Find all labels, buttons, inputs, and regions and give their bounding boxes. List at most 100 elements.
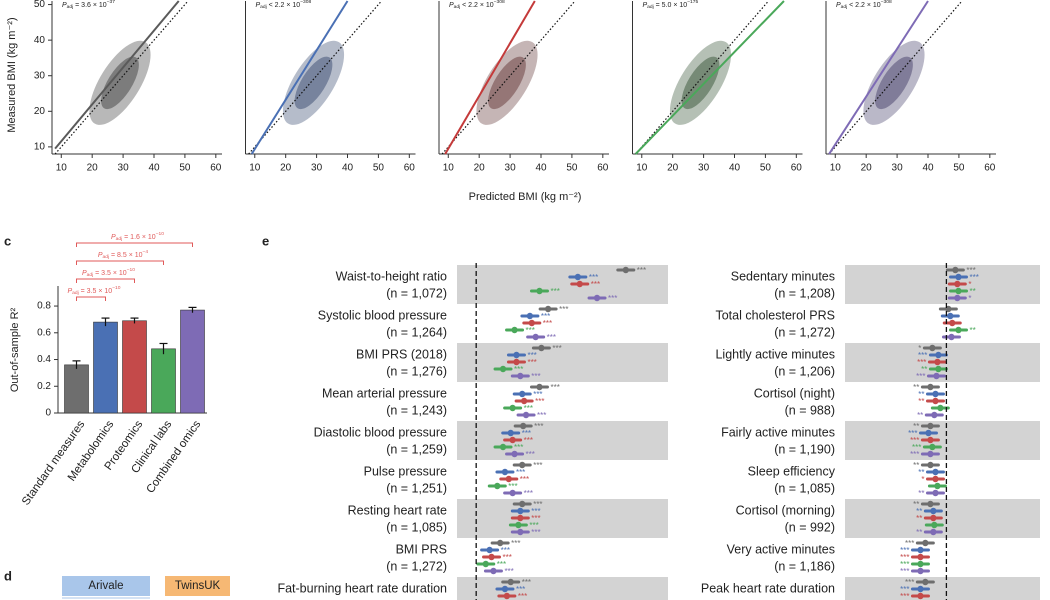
p-subscript: adj bbox=[67, 4, 74, 10]
significance-bracket bbox=[76, 278, 135, 283]
significance-stars: *** bbox=[905, 539, 914, 548]
estimate-point bbox=[949, 319, 956, 327]
significance-stars: ** bbox=[921, 365, 927, 374]
x-tick-label: 50 bbox=[953, 163, 965, 174]
significance-stars: *** bbox=[533, 461, 542, 470]
significance-stars: *** bbox=[508, 482, 517, 491]
p-value-label: Padj < 2.2 × 10−308 bbox=[256, 0, 312, 10]
p-subscript: adj bbox=[116, 236, 123, 242]
estimate-point bbox=[517, 372, 524, 380]
y-tick-label: 10 bbox=[34, 142, 46, 153]
row-label: BMI PRS bbox=[396, 542, 447, 556]
row-n: (n = 1,208) bbox=[774, 286, 835, 300]
estimate-point bbox=[501, 468, 509, 476]
significance-stars: *** bbox=[522, 578, 531, 587]
estimate-point bbox=[925, 429, 932, 437]
estimate-point bbox=[927, 422, 934, 430]
significance-stars: *** bbox=[516, 585, 525, 594]
significance-stars: *** bbox=[526, 326, 535, 335]
significance-stars: *** bbox=[514, 365, 523, 374]
significance-stars: *** bbox=[531, 507, 540, 516]
estimate-point bbox=[952, 266, 959, 274]
y-tick-label: 20 bbox=[34, 106, 46, 117]
point-cloud-core bbox=[875, 56, 913, 110]
estimate-point bbox=[931, 411, 938, 419]
estimate-point bbox=[509, 436, 516, 444]
p-subscript: adj bbox=[87, 272, 94, 278]
row-n: (n = 1,206) bbox=[774, 364, 835, 378]
p-subscript: adj bbox=[103, 254, 110, 260]
estimate-point bbox=[622, 266, 629, 274]
estimate-point bbox=[511, 450, 518, 458]
row-band bbox=[457, 343, 668, 382]
significance-stars: *** bbox=[527, 358, 536, 367]
x-tick-label: 50 bbox=[373, 163, 385, 174]
significance-stars: *** bbox=[520, 475, 529, 484]
p-superscript: −175 bbox=[687, 0, 698, 5]
significance-stars: *** bbox=[534, 422, 543, 431]
row-band bbox=[457, 421, 668, 460]
significance-stars: *** bbox=[917, 358, 926, 367]
significance-stars: *** bbox=[535, 397, 544, 406]
estimate-point bbox=[501, 585, 509, 593]
significance-stars: *** bbox=[518, 592, 527, 600]
p-symbol: P bbox=[449, 2, 454, 9]
estimate-point bbox=[519, 461, 526, 469]
significance-stars: *** bbox=[552, 344, 561, 353]
estimate-point bbox=[517, 528, 524, 536]
significance-stars: ** bbox=[918, 390, 924, 399]
significance-stars: *** bbox=[524, 436, 533, 445]
significance-stars: *** bbox=[514, 443, 523, 452]
p-value-label: Padj = 8.5 × 10−4 bbox=[98, 249, 149, 260]
y-tick-label: 0.4 bbox=[37, 354, 51, 365]
estimate-point bbox=[917, 546, 924, 554]
x-tick-label: 30 bbox=[698, 163, 710, 174]
estimate-point bbox=[935, 365, 942, 373]
estimate-point bbox=[934, 358, 941, 366]
x-tick-label: 50 bbox=[760, 163, 772, 174]
estimate-point bbox=[593, 294, 601, 302]
significance-stars: ** bbox=[969, 326, 975, 335]
estimate-point bbox=[917, 567, 924, 575]
x-tick-label: 20 bbox=[87, 163, 99, 174]
significance-stars: ** bbox=[918, 489, 924, 498]
cohort-label: Arivale bbox=[88, 580, 123, 592]
p-value-label: Padj = 1.6 × 10−10 bbox=[111, 231, 164, 242]
estimate-point bbox=[519, 500, 526, 508]
estimate-point bbox=[932, 489, 939, 497]
p-subscript: adj bbox=[841, 4, 848, 10]
x-tick-label: 10 bbox=[830, 163, 842, 174]
significance-stars: *** bbox=[543, 319, 552, 328]
significance-stars: ** bbox=[969, 287, 975, 296]
p-superscript: −10 bbox=[127, 267, 136, 273]
estimate-point bbox=[482, 560, 489, 568]
row-band bbox=[845, 421, 1040, 460]
row-n: (n = 1,085) bbox=[386, 520, 447, 534]
estimate-point bbox=[544, 305, 552, 313]
significance-stars: ** bbox=[916, 507, 922, 516]
estimate-point bbox=[955, 287, 962, 295]
p-value-label: Padj = 3.5 × 10−10 bbox=[82, 267, 135, 278]
estimate-point bbox=[932, 397, 939, 405]
p-superscript: −308 bbox=[300, 0, 311, 5]
p-text: = 3.5 × 10 bbox=[79, 288, 113, 295]
fit-line bbox=[444, 0, 536, 155]
x-tick-label: 10 bbox=[636, 163, 648, 174]
estimate-point bbox=[536, 383, 543, 391]
p-superscript: −10 bbox=[112, 285, 121, 291]
significance-stars: *** bbox=[550, 383, 559, 392]
estimate-point bbox=[927, 461, 934, 469]
x-tick-label: 50 bbox=[566, 163, 578, 174]
x-tick-label: 40 bbox=[148, 163, 160, 174]
significance-stars: *** bbox=[541, 312, 550, 321]
x-tick-label: 20 bbox=[474, 163, 486, 174]
row-n: (n = 1,243) bbox=[386, 403, 447, 417]
estimate-point bbox=[927, 500, 934, 508]
p-symbol: P bbox=[82, 270, 87, 277]
x-tick-label: 30 bbox=[892, 163, 904, 174]
significance-stars: ** bbox=[913, 383, 919, 392]
p-symbol: P bbox=[68, 288, 73, 295]
identity-line bbox=[441, 0, 576, 155]
estimate-point bbox=[499, 443, 507, 451]
estimate-point bbox=[488, 553, 495, 561]
